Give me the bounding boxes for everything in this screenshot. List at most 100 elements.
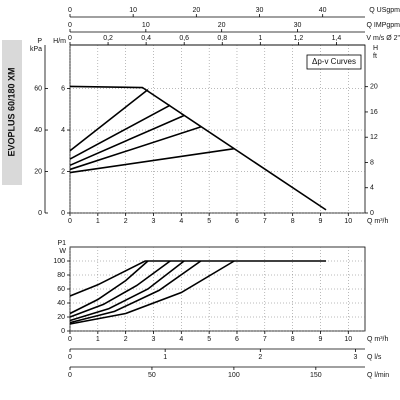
top-tick-label: 0,6	[179, 35, 189, 42]
curve	[69, 260, 149, 315]
bottom-tick-label: 0	[68, 354, 72, 361]
bottom-tick-label: 2	[258, 354, 262, 361]
bottom-tick-label: 1	[163, 354, 167, 361]
x-tick-label: 5	[207, 218, 211, 225]
curve	[69, 260, 327, 297]
y-tick-label: 100	[53, 258, 65, 265]
curve	[69, 260, 185, 322]
top-tick-label: 10	[142, 22, 150, 29]
top-tick-label: 0,4	[141, 35, 151, 42]
x-tick-label: 10	[344, 218, 352, 225]
top-tick-label: 40	[319, 7, 327, 14]
x-tick-label: 0	[68, 336, 72, 343]
top-axis-label: V m/s Ø 2"	[366, 35, 400, 42]
top-axis-label: Q USgpm	[369, 7, 400, 14]
bottom-axis-label: Q l/s	[367, 354, 382, 361]
top-tick-label: 1,2	[294, 35, 304, 42]
x-tick-label: 10	[344, 336, 352, 343]
x-tick-label: 3	[152, 218, 156, 225]
x-tick-label: 8	[291, 336, 295, 343]
x-tick-label: 5	[207, 336, 211, 343]
bottom-tick-label: 100	[228, 372, 240, 379]
x-tick-label: 3	[152, 336, 156, 343]
y2-tick-label: 0	[370, 210, 374, 217]
top-tick-label: 20	[192, 7, 200, 14]
x-tick-label: 1	[96, 336, 100, 343]
curve	[69, 126, 202, 171]
bottom-axis-label: Q l/min	[367, 372, 389, 379]
y-tick-label: 0	[61, 210, 65, 217]
y-axis-label: H/m	[53, 38, 66, 45]
x-axis-label: Q m³/h	[367, 218, 388, 225]
annotation: Δp-v Curves	[312, 57, 356, 66]
curve	[69, 114, 185, 167]
curve	[69, 104, 171, 160]
side-box	[2, 40, 22, 185]
y2-tick-label: 20	[370, 84, 378, 91]
y2-tick-label: 4	[370, 185, 374, 192]
top-tick-label: 0	[68, 7, 72, 14]
top-tick-label: 10	[129, 7, 137, 14]
annotation-box	[306, 54, 362, 70]
curve	[69, 260, 202, 324]
plot-frame	[69, 44, 366, 214]
x-tick-label: 4	[179, 218, 183, 225]
side-label: EVOPLUS 60/180 XM	[6, 67, 16, 156]
y-tick-label: 60	[34, 85, 42, 92]
x-tick-label: 0	[68, 218, 72, 225]
top-tick-label: 1	[258, 35, 262, 42]
bottom-tick-label: 0	[68, 372, 72, 379]
y-tick-label: 2	[61, 168, 65, 175]
y-tick-label: 6	[61, 85, 65, 92]
y2-axis-label: H	[373, 45, 378, 52]
top-tick-label: 0	[68, 35, 72, 42]
bottom-tick-label: 50	[148, 372, 156, 379]
x-tick-label: 1	[96, 218, 100, 225]
y-axis-label: P1	[57, 240, 66, 247]
y-tick-label: 80	[57, 272, 65, 279]
top-tick-label: 1,4	[332, 35, 342, 42]
y2-tick-label: 12	[370, 134, 378, 141]
top-axis-label: Q IMPgpm	[367, 22, 400, 29]
curve	[69, 260, 171, 318]
curve	[69, 88, 149, 152]
top-tick-label: 0,2	[103, 35, 113, 42]
top-tick-label: 0	[68, 22, 72, 29]
y-tick-label: 40	[57, 300, 65, 307]
curve	[69, 260, 235, 325]
x-tick-label: 6	[235, 336, 239, 343]
bottom-tick-label: 3	[354, 354, 358, 361]
top-tick-label: 30	[294, 22, 302, 29]
top-tick-label: 20	[218, 22, 226, 29]
x-axis-label: Q m³/h	[367, 336, 388, 343]
top-tick-label: 0,8	[217, 35, 227, 42]
x-tick-label: 2	[124, 336, 128, 343]
y-tick-label: 4	[61, 127, 65, 134]
x-tick-label: 8	[291, 218, 295, 225]
y-tick-label: 40	[34, 127, 42, 134]
x-tick-label: 9	[319, 336, 323, 343]
y-axis-label: kPa	[30, 46, 42, 53]
y-tick-label: 60	[57, 286, 65, 293]
x-tick-label: 6	[235, 218, 239, 225]
y-tick-label: 20	[34, 168, 42, 175]
x-tick-label: 7	[263, 336, 267, 343]
y-axis-label: P	[37, 38, 42, 45]
top-tick-label: 30	[256, 7, 264, 14]
curve	[69, 85, 327, 211]
y-axis-label: W	[59, 248, 66, 255]
y-tick-label: 0	[61, 328, 65, 335]
x-tick-label: 2	[124, 218, 128, 225]
y-tick-label: 0	[38, 210, 42, 217]
bottom-tick-label: 150	[310, 372, 322, 379]
x-tick-label: 7	[263, 218, 267, 225]
y2-tick-label: 8	[370, 159, 374, 166]
y2-axis-label: ft	[373, 53, 377, 60]
y-tick-label: 20	[57, 314, 65, 321]
x-tick-label: 4	[179, 336, 183, 343]
y2-tick-label: 16	[370, 109, 378, 116]
x-tick-label: 9	[319, 218, 323, 225]
curve	[69, 147, 235, 174]
